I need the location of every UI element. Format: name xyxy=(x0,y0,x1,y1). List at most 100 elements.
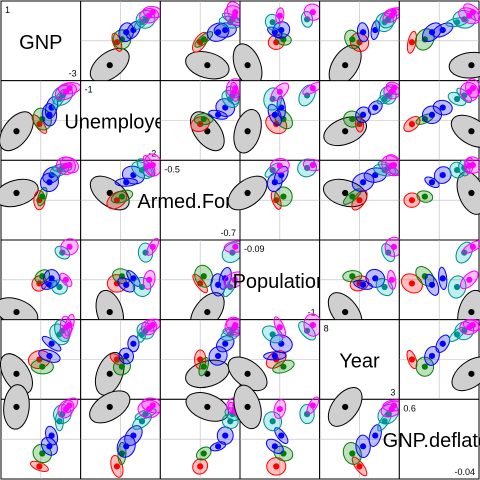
panel-4-4 xyxy=(319,319,400,400)
group-mean-point-1 xyxy=(273,463,280,470)
group-mean-point-3 xyxy=(428,281,436,288)
diagonal-max-label: -1 xyxy=(85,85,93,95)
group-mean-point-4 xyxy=(439,26,446,34)
group-mean-point-8 xyxy=(309,322,316,329)
diagonal-max-label: 0.6 xyxy=(403,403,416,413)
group-mean-point-3 xyxy=(214,29,222,36)
diagonal-min-label: -3 xyxy=(69,69,77,79)
group-mean-point-3 xyxy=(46,111,53,118)
group-mean-point-8 xyxy=(390,161,397,169)
group-mean-point-0 xyxy=(468,308,475,316)
group-mean-point-0 xyxy=(468,370,475,377)
group-mean-point-2 xyxy=(280,193,287,200)
group-mean-point-3 xyxy=(123,352,130,360)
diagonal-min-label: -1 xyxy=(308,308,316,318)
diagonal-label-year: Year xyxy=(339,351,380,373)
group-mean-point-2 xyxy=(280,115,287,123)
group-mean-point-2 xyxy=(421,193,428,200)
group-mean-point-8 xyxy=(232,9,239,16)
group-mean-point-0 xyxy=(342,403,349,411)
group-mean-point-2 xyxy=(349,193,356,200)
group-mean-point-4 xyxy=(222,432,229,439)
diagonal-min-label: -0.7 xyxy=(220,228,236,238)
group-mean-point-4 xyxy=(48,340,55,347)
group-mean-point-4 xyxy=(48,432,55,439)
group-mean-point-2 xyxy=(349,273,356,280)
group-mean-point-3 xyxy=(271,111,278,118)
group-mean-point-3 xyxy=(359,443,367,450)
diagonal-max-label: -0.09 xyxy=(244,244,265,254)
group-mean-point-8 xyxy=(390,402,397,409)
group-mean-point-0 xyxy=(106,189,113,197)
group-mean-point-2 xyxy=(421,363,428,370)
group-mean-point-8 xyxy=(309,9,316,16)
group-mean-point-2 xyxy=(200,450,207,457)
group-mean-point-0 xyxy=(468,62,475,69)
group-mean-point-8 xyxy=(390,243,397,250)
group-mean-point-3 xyxy=(214,443,222,450)
group-mean-point-0 xyxy=(244,128,251,135)
group-mean-point-8 xyxy=(469,243,476,250)
group-mean-point-7 xyxy=(388,276,395,283)
group-mean-point-1 xyxy=(36,463,43,470)
group-mean-point-2 xyxy=(200,115,207,123)
group-mean-point-1 xyxy=(408,120,416,128)
group-mean-point-5 xyxy=(381,95,388,103)
group-mean-point-3 xyxy=(123,281,130,288)
group-mean-point-3 xyxy=(271,443,278,450)
group-mean-point-1 xyxy=(408,39,416,46)
group-mean-point-8 xyxy=(66,322,73,329)
group-mean-point-4 xyxy=(222,26,229,34)
group-mean-point-0 xyxy=(244,62,251,69)
group-mean-point-7 xyxy=(276,12,283,19)
diagonal-label-population: Population xyxy=(233,271,328,293)
group-mean-point-4 xyxy=(130,275,137,282)
group-mean-point-4 xyxy=(130,340,137,347)
group-mean-point-7 xyxy=(276,88,283,95)
group-mean-point-4 xyxy=(278,432,285,439)
group-mean-point-8 xyxy=(469,85,476,92)
group-mean-point-4 xyxy=(372,171,379,179)
group-mean-point-4 xyxy=(48,275,55,282)
group-mean-point-8 xyxy=(390,9,397,16)
group-mean-point-2 xyxy=(280,363,287,370)
group-mean-point-7 xyxy=(146,276,153,283)
group-mean-point-8 xyxy=(309,402,316,409)
group-mean-point-8 xyxy=(309,161,316,169)
group-mean-point-3 xyxy=(46,443,53,450)
group-mean-point-7 xyxy=(62,405,70,413)
group-mean-point-7 xyxy=(276,162,283,169)
group-mean-point-6 xyxy=(385,249,392,256)
group-mean-point-2 xyxy=(118,193,126,200)
group-mean-point-4 xyxy=(130,432,137,439)
group-mean-point-3 xyxy=(271,352,278,360)
group-mean-point-2 xyxy=(349,115,356,123)
group-mean-point-5 xyxy=(269,19,276,26)
group-mean-point-0 xyxy=(204,128,211,135)
group-mean-point-8 xyxy=(469,322,476,329)
group-mean-point-0 xyxy=(468,128,475,135)
group-mean-point-0 xyxy=(106,62,113,69)
group-mean-point-4 xyxy=(372,104,379,111)
diagonal-min-label: -0.04 xyxy=(454,467,475,477)
group-mean-point-3 xyxy=(359,29,367,36)
diagonal-max-label: 1 xyxy=(5,5,10,15)
group-mean-point-2 xyxy=(421,36,428,43)
group-mean-point-2 xyxy=(118,36,126,43)
group-mean-point-1 xyxy=(197,463,204,470)
group-mean-point-8 xyxy=(232,243,239,250)
group-mean-point-2 xyxy=(349,36,356,43)
group-mean-point-0 xyxy=(204,62,211,69)
group-mean-point-1 xyxy=(356,197,363,204)
diagonal-label-gnp: GNP xyxy=(19,32,62,54)
group-mean-point-3 xyxy=(359,179,367,186)
panel-5-5 xyxy=(398,398,480,480)
group-mean-point-0 xyxy=(342,308,349,316)
group-mean-point-2 xyxy=(200,273,207,280)
group-mean-point-5 xyxy=(381,283,388,291)
group-mean-point-0 xyxy=(342,189,349,197)
diagonal-max-label: -0.5 xyxy=(164,164,180,174)
diagonal-min-label: 3 xyxy=(390,387,395,397)
group-mean-point-8 xyxy=(232,85,239,92)
group-mean-point-4 xyxy=(278,26,285,34)
